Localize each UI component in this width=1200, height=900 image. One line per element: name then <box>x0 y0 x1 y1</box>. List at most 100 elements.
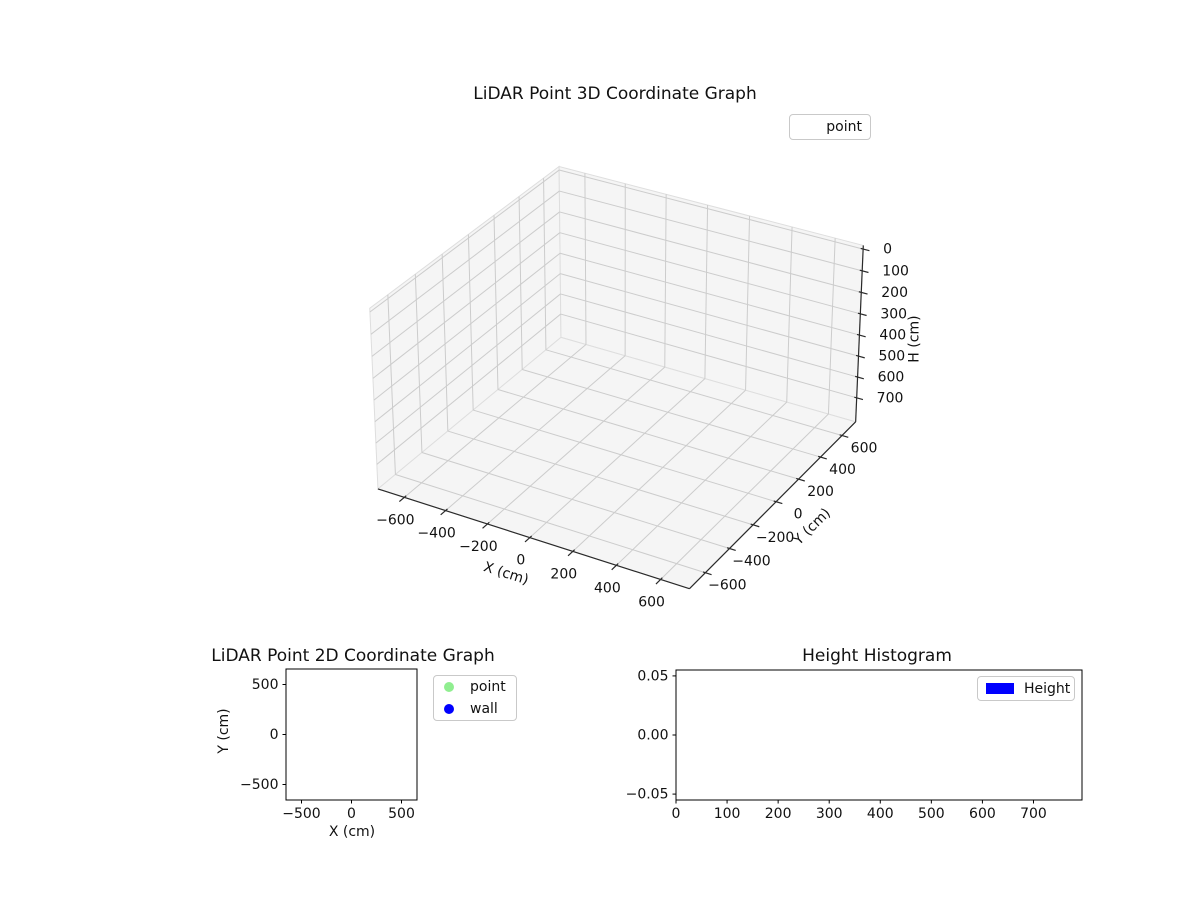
z-tick-mark <box>857 312 867 317</box>
y-gridline <box>387 294 396 475</box>
height-patch-icon <box>986 683 1014 694</box>
histogram-legend-label: Height <box>1024 680 1071 697</box>
y-tick-label: 600 <box>851 441 878 457</box>
y-tick-label: 400 <box>829 462 856 478</box>
histogram-axes-x-tick-label: 100 <box>714 806 741 822</box>
z-axis-line <box>855 245 864 422</box>
x-gridline <box>445 355 626 511</box>
z-gridline <box>559 252 860 336</box>
y-gridline <box>543 178 547 350</box>
histogram-axes-y-tick-label: 0.00 <box>637 728 668 744</box>
z-tick-mark <box>860 247 870 252</box>
plot2d-xaxis-label: X (cm) <box>328 824 376 840</box>
plot2d-axes-x-tick-label: 500 <box>388 806 415 822</box>
plot2d-legend-label-point: point <box>470 679 506 695</box>
histogram-axes-y-tick-label: −0.05 <box>626 787 669 803</box>
plot2d-axes: −500 0 500 −500 0 500 <box>240 668 418 822</box>
z-gridline <box>371 211 560 357</box>
y-gridline <box>518 196 523 370</box>
z-tick-mark <box>858 291 868 295</box>
histogram-axes-x-tick-label: 300 <box>816 806 843 822</box>
plot3d-legend-label: point <box>826 119 862 135</box>
x-tick-label: 600 <box>638 594 665 610</box>
y-tick-label: −400 <box>732 554 770 570</box>
plot2d-legend: point wall <box>433 675 517 721</box>
point-marker-icon <box>444 682 454 692</box>
x-tick-mark <box>398 495 407 503</box>
y-gridline <box>467 234 474 411</box>
z-tick-mark <box>859 269 869 274</box>
plot2d-legend-entry-point: point <box>434 678 516 697</box>
z-gridline <box>559 211 862 293</box>
x-axis-line <box>377 488 690 590</box>
plot2d-axes-y-tick-label: −500 <box>240 777 278 793</box>
plot2d-axes-x-tick-label: −500 <box>282 806 320 822</box>
y-tick-mark <box>817 455 827 460</box>
z-gridline <box>375 293 561 444</box>
y-gridline <box>414 274 423 453</box>
x-tick-mark <box>611 563 619 571</box>
x-gridline <box>660 413 829 580</box>
plot2d-title: LiDAR Point 2D Coordinate Graph <box>211 646 495 666</box>
x-gridline <box>584 173 587 345</box>
z-gridline <box>369 169 560 313</box>
y-gridline <box>473 409 777 503</box>
histogram-axes-y-tick-label: 0.05 <box>637 668 668 684</box>
z-gridline <box>559 169 864 250</box>
plot2d-axes-y-tick-label: 500 <box>252 677 279 693</box>
plot3d-title: LiDAR Point 3D Coordinate Graph <box>473 84 757 104</box>
z-gridline <box>372 232 561 379</box>
x-gridline <box>487 366 666 525</box>
x-gridline <box>529 378 706 538</box>
y-tick-label: −600 <box>708 578 746 594</box>
x-tick-label: −600 <box>376 512 414 528</box>
histogram-axes-x-tick-label: 0 <box>672 806 681 822</box>
z-tick-label: 700 <box>877 390 904 406</box>
y-gridline <box>545 349 843 436</box>
histogram-axes-x-tick-label: 400 <box>867 806 894 822</box>
y-gridline <box>522 368 821 458</box>
z-gridline <box>560 313 857 399</box>
z-tick-label: 500 <box>878 349 905 365</box>
x-tick-mark <box>524 535 533 543</box>
z-gridline <box>376 313 562 465</box>
z-tick-label: 600 <box>878 370 905 386</box>
plot2d-yaxis-label: Y (cm) <box>216 708 232 754</box>
z-tick-label: 0 <box>883 242 892 258</box>
histogram-axes-x-tick-label: 500 <box>918 806 945 822</box>
y-tick-label: 0 <box>794 507 803 523</box>
plot3d-zaxis-label: H (cm) <box>906 315 922 362</box>
x-tick-mark <box>567 549 576 557</box>
x-tick-label: −200 <box>459 539 497 555</box>
y-axis-line <box>689 421 857 590</box>
x-gridline <box>664 194 667 368</box>
x-gridline <box>704 205 709 379</box>
z-tick-mark <box>855 375 865 380</box>
y-tick-mark <box>796 477 805 482</box>
histogram-legend: Height <box>977 676 1075 701</box>
x-tick-label: −400 <box>417 526 455 542</box>
y-tick-mark <box>702 571 712 576</box>
histogram-axes-x-tick-label: 600 <box>969 806 996 822</box>
x-tick-label: 0 <box>516 553 525 569</box>
y-tick-mark <box>773 500 783 505</box>
y-tick-mark <box>839 434 849 438</box>
plot2d-legend-label-wall: wall <box>470 701 498 717</box>
x-gridline <box>827 238 836 415</box>
y-gridline <box>493 215 499 390</box>
z-gridline <box>374 273 561 423</box>
plot2d-legend-entry-wall: wall <box>434 700 516 719</box>
z-gridline <box>559 232 861 315</box>
y-tick-label: −200 <box>756 530 794 546</box>
y-tick-mark <box>750 523 760 528</box>
z-tick-label: 200 <box>881 285 908 301</box>
x-gridline <box>403 344 587 498</box>
histogram-axes-x-tick-label: 700 <box>1020 806 1047 822</box>
plot3d-axes: −600−400−2000200400600−600−400−200020040… <box>369 165 922 610</box>
x-tick-mark <box>440 508 448 516</box>
z-gridline <box>560 293 858 378</box>
x-gridline <box>572 389 746 552</box>
x-tick-mark <box>655 577 663 585</box>
z-tick-mark <box>854 396 864 401</box>
